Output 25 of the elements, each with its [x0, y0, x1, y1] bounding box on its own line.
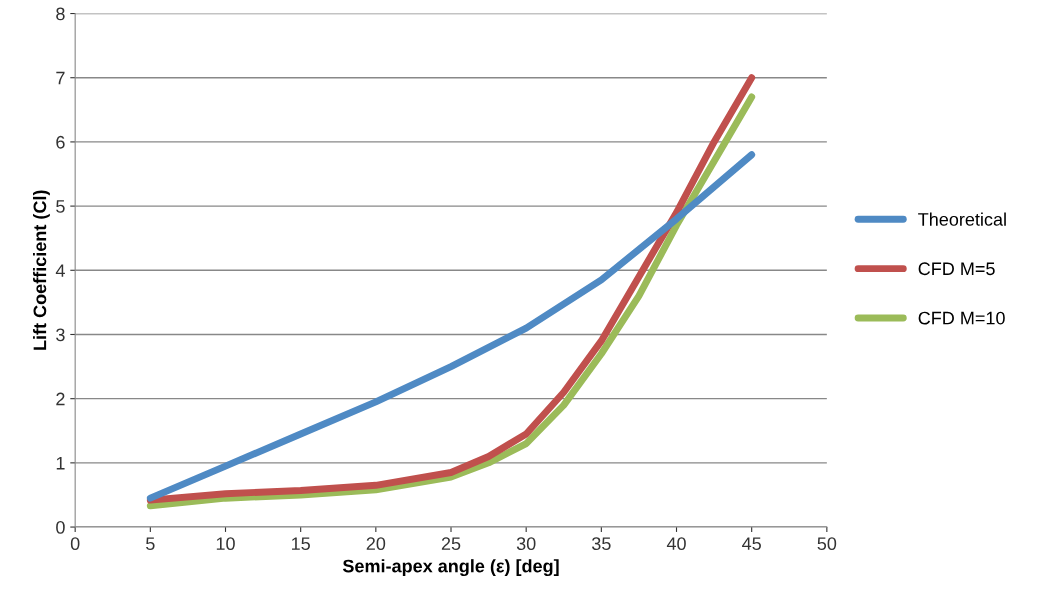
x-tick-label: 20: [366, 537, 386, 551]
y-tick-label: 4: [55, 264, 65, 277]
legend-label: CFD M=5: [918, 262, 995, 276]
y-tick-label: 6: [56, 135, 65, 149]
y-axis-title: Lift Coefficient (Cl): [33, 190, 50, 350]
x-tick-label: 5: [146, 537, 155, 551]
y-tick-label: 2: [56, 392, 65, 406]
x-tick-label: 45: [742, 537, 761, 551]
x-axis-title: Semi-apex angle (ε) [deg]: [342, 559, 559, 577]
legend-label: CFD M=10: [918, 311, 1005, 325]
x-tick-label: 30: [516, 537, 536, 551]
x-tick-label: 10: [216, 537, 235, 551]
x-tick-label: 35: [591, 537, 611, 551]
x-tick-label: 25: [441, 537, 461, 551]
y-tick-label: 8: [56, 7, 65, 21]
y-tick-label: 5: [56, 200, 65, 213]
y-tick-label: 0: [56, 520, 65, 534]
x-tick-label: 0: [70, 537, 80, 551]
x-tick-label: 40: [666, 537, 686, 551]
y-tick-label: 3: [56, 328, 65, 342]
x-tick-label: 50: [817, 537, 837, 551]
legend-label: Theoretical: [918, 212, 1006, 226]
x-tick-label: 15: [292, 537, 310, 551]
y-tick-label: 1: [56, 456, 65, 470]
y-tick-label: 7: [56, 71, 65, 85]
